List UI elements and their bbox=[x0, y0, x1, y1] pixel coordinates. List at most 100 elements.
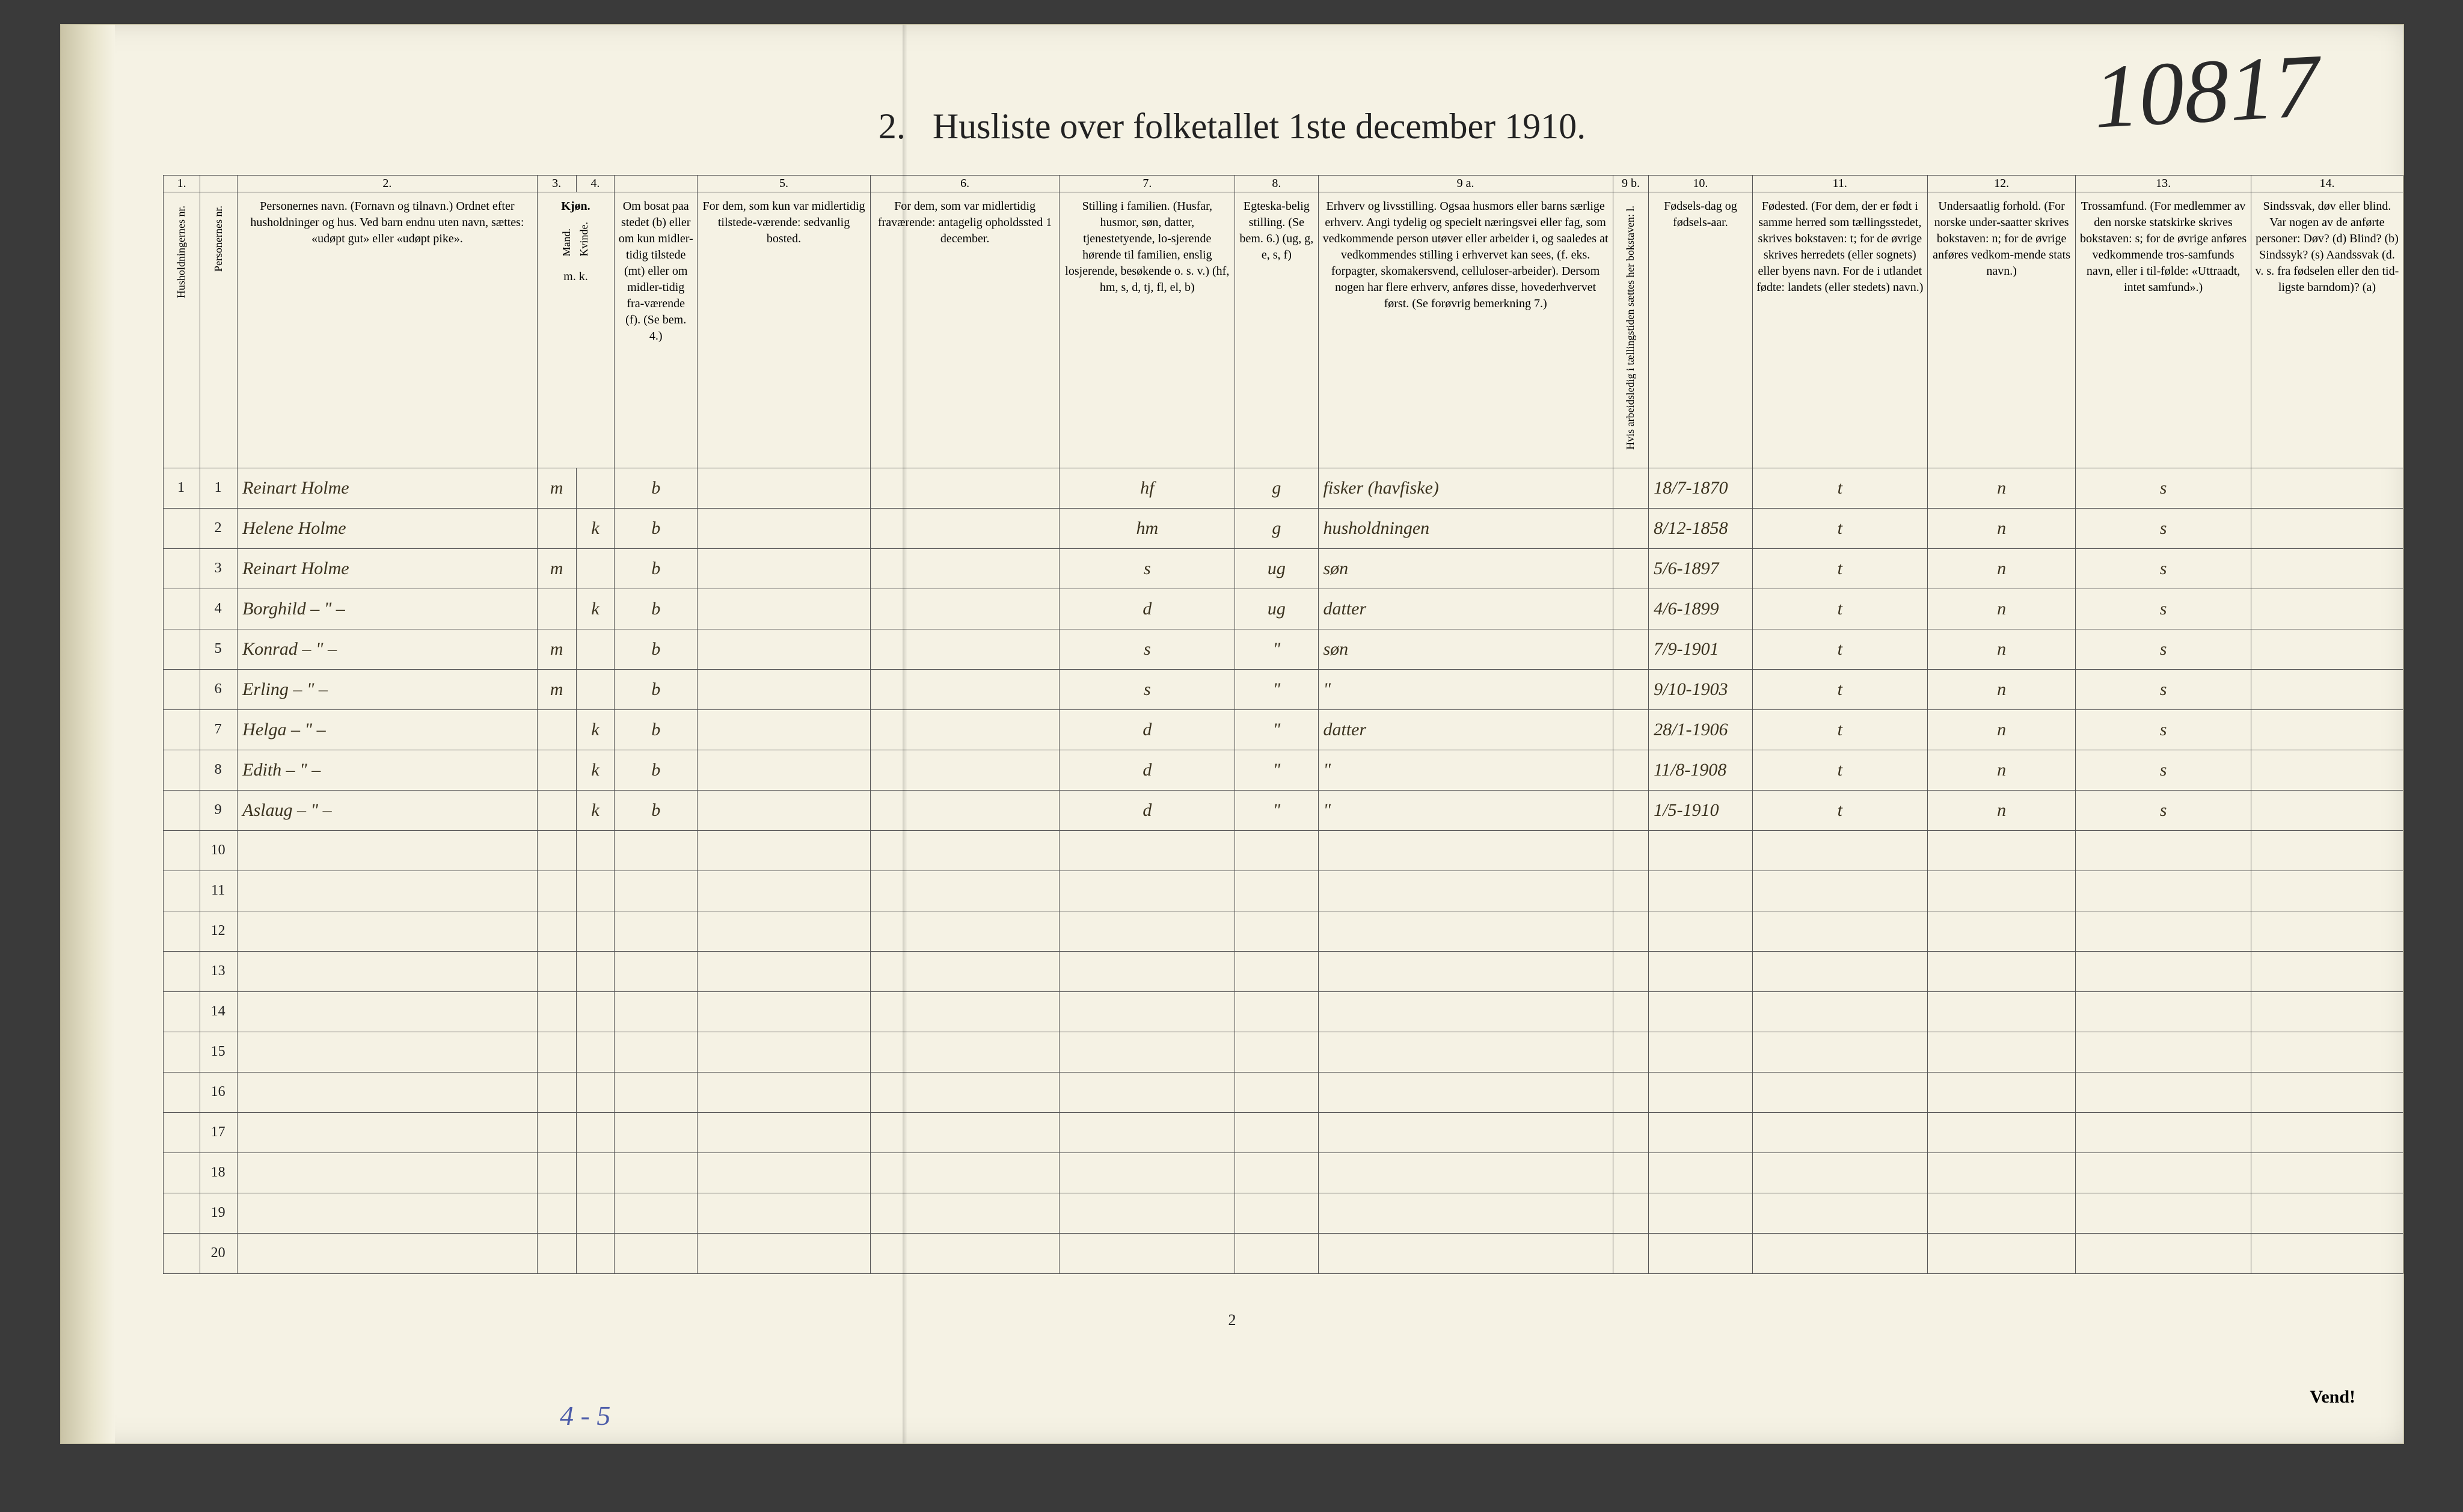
cell-m bbox=[537, 951, 576, 991]
column-number: 11. bbox=[1752, 176, 1927, 192]
cell-occ: " bbox=[1318, 750, 1613, 790]
table-row: 4Borghild – " –kbdugdatter4/6-1899tns bbox=[164, 589, 2403, 629]
cell-dob: 7/9-1901 bbox=[1649, 629, 1753, 669]
cell-hh bbox=[164, 790, 200, 830]
cell-mar bbox=[1235, 1152, 1318, 1193]
cell-k bbox=[576, 1152, 615, 1193]
cell-l bbox=[1613, 629, 1648, 669]
header-c1: Husholdningernes nr. bbox=[174, 198, 189, 305]
cell-dob bbox=[1649, 1152, 1753, 1193]
table-row: 2Helene Holmekbhmghusholdningen8/12-1858… bbox=[164, 508, 2403, 548]
cell-l bbox=[1613, 991, 1648, 1032]
cell-l bbox=[1613, 1152, 1648, 1193]
title-text: Husliste over folketallet 1ste december … bbox=[933, 106, 1586, 146]
header-c5: For dem, som kun var midlertidig tilsted… bbox=[698, 192, 871, 468]
header-c3-foot: m. k. bbox=[563, 270, 588, 283]
cell-c5 bbox=[698, 1152, 871, 1193]
cell-rel2: s bbox=[2076, 709, 2251, 750]
column-number: 9 b. bbox=[1613, 176, 1648, 192]
cell-name bbox=[238, 1233, 537, 1273]
cell-hh bbox=[164, 830, 200, 871]
table-row: 6Erling – " –mbs""9/10-1903tns bbox=[164, 669, 2403, 709]
cell-nat bbox=[1927, 911, 2075, 951]
cell-name: Helga – " – bbox=[238, 709, 537, 750]
cell-res bbox=[615, 1032, 698, 1072]
cell-c14 bbox=[2251, 830, 2403, 871]
cell-mar: " bbox=[1235, 790, 1318, 830]
cell-dob: 4/6-1899 bbox=[1649, 589, 1753, 629]
cell-pn: 15 bbox=[200, 1032, 238, 1072]
cell-born: t bbox=[1752, 709, 1927, 750]
table-row: 9Aslaug – " –kbd""1/5-1910tns bbox=[164, 790, 2403, 830]
cell-res bbox=[615, 911, 698, 951]
cell-c5 bbox=[698, 589, 871, 629]
cell-m bbox=[537, 790, 576, 830]
cell-k bbox=[576, 1193, 615, 1233]
cell-rel2 bbox=[2076, 1072, 2251, 1112]
cell-k bbox=[576, 830, 615, 871]
cell-rel: d bbox=[1060, 589, 1235, 629]
cell-m bbox=[537, 1112, 576, 1152]
cell-occ bbox=[1318, 911, 1613, 951]
cell-rel bbox=[1060, 871, 1235, 911]
cell-name bbox=[238, 1193, 537, 1233]
cell-c6 bbox=[870, 1152, 1060, 1193]
table-row: 11Reinart Holmembhfgfisker (havfiske)18/… bbox=[164, 468, 2403, 508]
cell-nat bbox=[1927, 1032, 2075, 1072]
column-number: 4. bbox=[576, 176, 615, 192]
cell-c5 bbox=[698, 709, 871, 750]
cell-mar bbox=[1235, 830, 1318, 871]
cell-rel bbox=[1060, 991, 1235, 1032]
column-number: 7. bbox=[1060, 176, 1235, 192]
cell-pn: 5 bbox=[200, 629, 238, 669]
cell-occ bbox=[1318, 1233, 1613, 1273]
cell-c5 bbox=[698, 951, 871, 991]
cell-k bbox=[576, 548, 615, 589]
cell-c6 bbox=[870, 911, 1060, 951]
cell-born bbox=[1752, 1233, 1927, 1273]
cell-nat bbox=[1927, 951, 2075, 991]
cell-m: m bbox=[537, 629, 576, 669]
cell-c14 bbox=[2251, 991, 2403, 1032]
cell-rel bbox=[1060, 911, 1235, 951]
cell-nat bbox=[1927, 1152, 2075, 1193]
cell-pn: 10 bbox=[200, 830, 238, 871]
cell-k bbox=[576, 669, 615, 709]
header-c3: Kjøn. Mand. Kvinde. m. k. bbox=[537, 192, 615, 468]
cell-nat bbox=[1927, 1112, 2075, 1152]
cell-c5 bbox=[698, 508, 871, 548]
cell-hh bbox=[164, 669, 200, 709]
cell-m bbox=[537, 508, 576, 548]
cell-res: b bbox=[615, 629, 698, 669]
cell-nat: n bbox=[1927, 709, 2075, 750]
cell-rel bbox=[1060, 1193, 1235, 1233]
cell-l bbox=[1613, 830, 1648, 871]
cell-mar bbox=[1235, 871, 1318, 911]
cell-c6 bbox=[870, 750, 1060, 790]
cell-rel2 bbox=[2076, 830, 2251, 871]
cell-res bbox=[615, 871, 698, 911]
column-number: 1. bbox=[164, 176, 200, 192]
cell-name: Konrad – " – bbox=[238, 629, 537, 669]
cell-m bbox=[537, 911, 576, 951]
header-c7: Stilling i familien. (Husfar, husmor, sø… bbox=[1060, 192, 1235, 468]
cell-c5 bbox=[698, 1072, 871, 1112]
cell-res: b bbox=[615, 508, 698, 548]
cell-rel bbox=[1060, 1032, 1235, 1072]
cell-born: t bbox=[1752, 589, 1927, 629]
cell-rel: s bbox=[1060, 548, 1235, 589]
cell-mar bbox=[1235, 951, 1318, 991]
cell-pn: 2 bbox=[200, 508, 238, 548]
cell-k bbox=[576, 1112, 615, 1152]
cell-dob bbox=[1649, 1112, 1753, 1152]
cell-mar: g bbox=[1235, 468, 1318, 508]
cell-c5 bbox=[698, 669, 871, 709]
cell-m bbox=[537, 1032, 576, 1072]
cell-name bbox=[238, 1072, 537, 1112]
cell-c6 bbox=[870, 1032, 1060, 1072]
column-number: 9 a. bbox=[1318, 176, 1613, 192]
cell-res bbox=[615, 1112, 698, 1152]
cell-name bbox=[238, 1112, 537, 1152]
cell-occ: fisker (havfiske) bbox=[1318, 468, 1613, 508]
cell-l bbox=[1613, 1112, 1648, 1152]
